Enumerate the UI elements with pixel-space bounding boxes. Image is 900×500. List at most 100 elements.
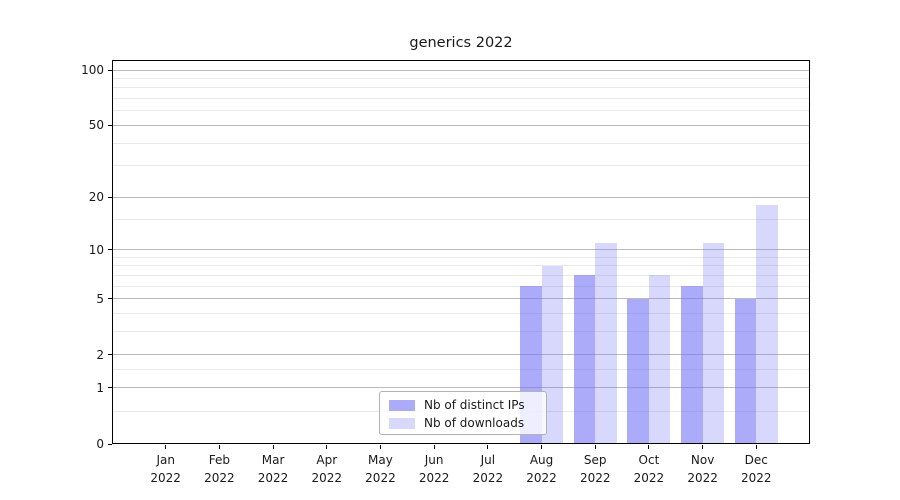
x-tick-month: Aug bbox=[529, 453, 554, 467]
x-tick-mark bbox=[594, 445, 596, 449]
y-gridline-minor bbox=[112, 98, 810, 100]
x-tick-month: Mar bbox=[261, 453, 285, 467]
y-gridline-minor bbox=[112, 285, 810, 287]
y-tick-mark bbox=[108, 69, 112, 71]
x-tick-year: 2022 bbox=[579, 471, 611, 485]
x-tick-label-nov: Nov 2022 bbox=[671, 451, 735, 487]
x-tick-month: Dec bbox=[744, 453, 768, 467]
y-tick-label: 50 bbox=[88, 118, 104, 133]
bar-downloads-nov bbox=[702, 242, 725, 444]
x-tick-label-mar: Mar 2022 bbox=[241, 451, 305, 487]
x-tick-month: Sep bbox=[583, 453, 607, 467]
y-gridline-major bbox=[112, 69, 810, 71]
bar-downloads-dec bbox=[756, 205, 778, 444]
chart-title: generics 2022 bbox=[409, 35, 513, 51]
y-gridline-minor bbox=[112, 77, 810, 79]
x-tick-year: 2022 bbox=[204, 471, 235, 485]
x-tick-month: Feb bbox=[208, 453, 230, 467]
y-tick-mark bbox=[108, 354, 112, 356]
y-gridline-minor bbox=[112, 331, 810, 333]
y-gridline-major bbox=[112, 249, 810, 251]
bar-distinct-ips-dec bbox=[734, 298, 757, 444]
x-tick-mark bbox=[755, 445, 757, 449]
x-tick-label-dec: Dec 2022 bbox=[724, 451, 788, 487]
y-tick-mark bbox=[108, 196, 112, 198]
y-gridline-minor bbox=[112, 265, 810, 267]
y-tick-label: 20 bbox=[88, 190, 104, 205]
x-tick-mark bbox=[648, 445, 650, 449]
legend-item-distinct-ips: Nb of distinct IPs bbox=[389, 396, 537, 414]
x-tick-mark bbox=[379, 445, 381, 449]
bar-downloads-sep bbox=[595, 242, 617, 444]
bar-distinct-ips-nov bbox=[681, 286, 703, 444]
y-gridline-major bbox=[112, 387, 810, 389]
y-gridline-minor bbox=[112, 313, 810, 315]
x-tick-label-jul: Jul 2022 bbox=[456, 451, 520, 487]
x-tick-mark bbox=[702, 445, 704, 449]
bar-distinct-ips-oct bbox=[627, 298, 649, 444]
x-tick-label-jan: Jan 2022 bbox=[134, 451, 198, 487]
x-tick-mark bbox=[165, 445, 167, 449]
y-tick-mark bbox=[108, 124, 112, 126]
y-tick-label: 0 bbox=[96, 437, 104, 451]
x-tick-month: Jul bbox=[480, 453, 496, 467]
y-gridline-major bbox=[112, 354, 810, 356]
legend-swatch-downloads bbox=[389, 417, 415, 429]
x-tick-label-oct: Oct 2022 bbox=[617, 451, 681, 487]
x-tick-mark bbox=[487, 445, 489, 449]
y-tick-mark bbox=[108, 443, 112, 445]
x-tick-year: 2022 bbox=[418, 471, 450, 485]
x-tick-label-apr: Apr 2022 bbox=[295, 451, 359, 487]
y-tick-label: 10 bbox=[88, 242, 104, 257]
y-gridline-minor bbox=[112, 369, 810, 371]
x-tick-year: 2022 bbox=[741, 471, 772, 485]
y-gridline-minor bbox=[112, 165, 810, 167]
bar-downloads-oct bbox=[648, 275, 671, 444]
y-gridline-minor bbox=[112, 87, 810, 89]
x-tick-label-feb: Feb 2022 bbox=[187, 451, 251, 487]
x-tick-label-sep: Sep 2022 bbox=[563, 451, 627, 487]
y-tick-label: 2 bbox=[96, 347, 104, 362]
x-tick-label-jun: Jun 2022 bbox=[402, 451, 466, 487]
x-tick-year: 2022 bbox=[150, 471, 181, 485]
x-tick-month: Jun bbox=[424, 453, 444, 467]
y-tick-mark bbox=[108, 249, 112, 251]
x-tick-month: Jan bbox=[156, 453, 175, 467]
y-tick-label: 5 bbox=[96, 291, 104, 306]
legend-item-downloads: Nb of downloads bbox=[389, 414, 537, 432]
y-gridline-minor bbox=[112, 218, 810, 220]
y-gridline-minor bbox=[112, 256, 810, 258]
x-tick-year: 2022 bbox=[365, 471, 396, 485]
x-tick-mark bbox=[433, 445, 435, 449]
y-tick-mark bbox=[108, 298, 112, 300]
legend-label-distinct-ips: Nb of distinct IPs bbox=[424, 398, 525, 412]
x-tick-year: 2022 bbox=[311, 471, 343, 485]
x-tick-mark bbox=[218, 445, 220, 449]
x-tick-month: May bbox=[368, 453, 393, 467]
x-tick-mark bbox=[272, 445, 274, 449]
legend-label-downloads: Nb of downloads bbox=[424, 416, 525, 430]
x-tick-month: Nov bbox=[690, 453, 715, 467]
x-tick-year: 2022 bbox=[257, 471, 289, 485]
x-tick-month: Oct bbox=[638, 453, 660, 467]
bar-distinct-ips-sep bbox=[573, 275, 596, 444]
y-gridline-minor bbox=[112, 274, 810, 276]
y-gridline-minor bbox=[112, 142, 810, 144]
y-gridline-major bbox=[112, 196, 810, 198]
x-tick-year: 2022 bbox=[687, 471, 718, 485]
x-tick-month: Apr bbox=[316, 453, 338, 467]
x-tick-year: 2022 bbox=[633, 471, 665, 485]
y-gridline-major bbox=[112, 298, 810, 300]
y-tick-mark bbox=[108, 387, 112, 389]
y-gridline-major bbox=[112, 124, 810, 126]
legend: Nb of distinct IPs Nb of downloads bbox=[379, 391, 547, 435]
x-tick-mark bbox=[541, 445, 543, 449]
x-tick-year: 2022 bbox=[526, 471, 557, 485]
y-gridline-minor bbox=[112, 110, 810, 112]
x-tick-label-aug: Aug 2022 bbox=[510, 451, 574, 487]
legend-swatch-distinct-ips bbox=[389, 399, 415, 411]
y-tick-label: 1 bbox=[96, 380, 104, 395]
x-tick-label-may: May 2022 bbox=[348, 451, 412, 487]
y-tick-label: 100 bbox=[81, 63, 104, 77]
x-tick-mark bbox=[326, 445, 328, 449]
